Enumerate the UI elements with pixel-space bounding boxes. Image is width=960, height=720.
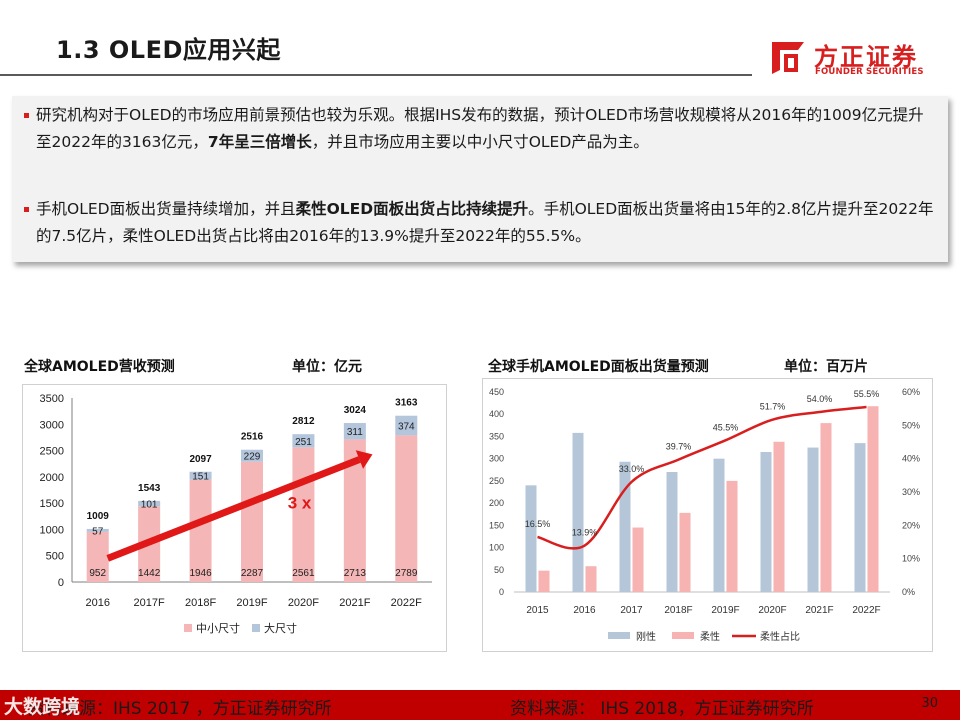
page-number: 30 [921,696,938,711]
chart2-unit: 单位：百万片 [784,359,868,375]
chart1-title: 全球AMOLED营收预测 [24,359,175,375]
bullet-square-icon [24,207,29,212]
bullet-text: 研究机构对于OLED的市场应用前景预估也较为乐观。根据IHS发布的数据，预计OL… [36,106,924,151]
summary-box: 研究机构对于OLED的市场应用前景预估也较为乐观。根据IHS发布的数据，预计OL… [12,96,948,262]
founder-logo-icon [772,42,804,74]
company-logo: 方正证券 FOUNDER SECURITIES [768,36,938,80]
logo-subtitle: FOUNDER SECURITIES [815,67,924,77]
chart2-frame [482,378,933,652]
page-title: 1.3 OLED应用兴起 [56,36,281,64]
chart2-title: 全球手机AMOLED面板出货量预测 [488,359,709,375]
chart1-unit: 单位：亿元 [292,359,362,375]
title-divider [0,74,752,76]
footer-source-right: 资料来源： IHS 2018，方正证券研究所 [510,699,814,719]
chart1-frame [22,384,447,652]
bullet-text: 手机OLED面板出货量持续增加，并且柔性OLED面板出货占比持续提升。手机OLE… [36,200,934,245]
watermark: 大数跨境 [4,696,81,718]
footer-bar [0,690,960,720]
bullet-square-icon [24,113,29,118]
bullet-shipments: 手机OLED面板出货量持续增加，并且柔性OLED面板出货占比持续提升。手机OLE… [24,196,938,250]
bullet-revenue: 研究机构对于OLED的市场应用前景预估也较为乐观。根据IHS发布的数据，预计OL… [24,102,938,156]
logo-name: 方正证券 [814,43,918,71]
footer-source-left: 资料来源：IHS 2017 ，方正证券研究所 [28,699,332,719]
